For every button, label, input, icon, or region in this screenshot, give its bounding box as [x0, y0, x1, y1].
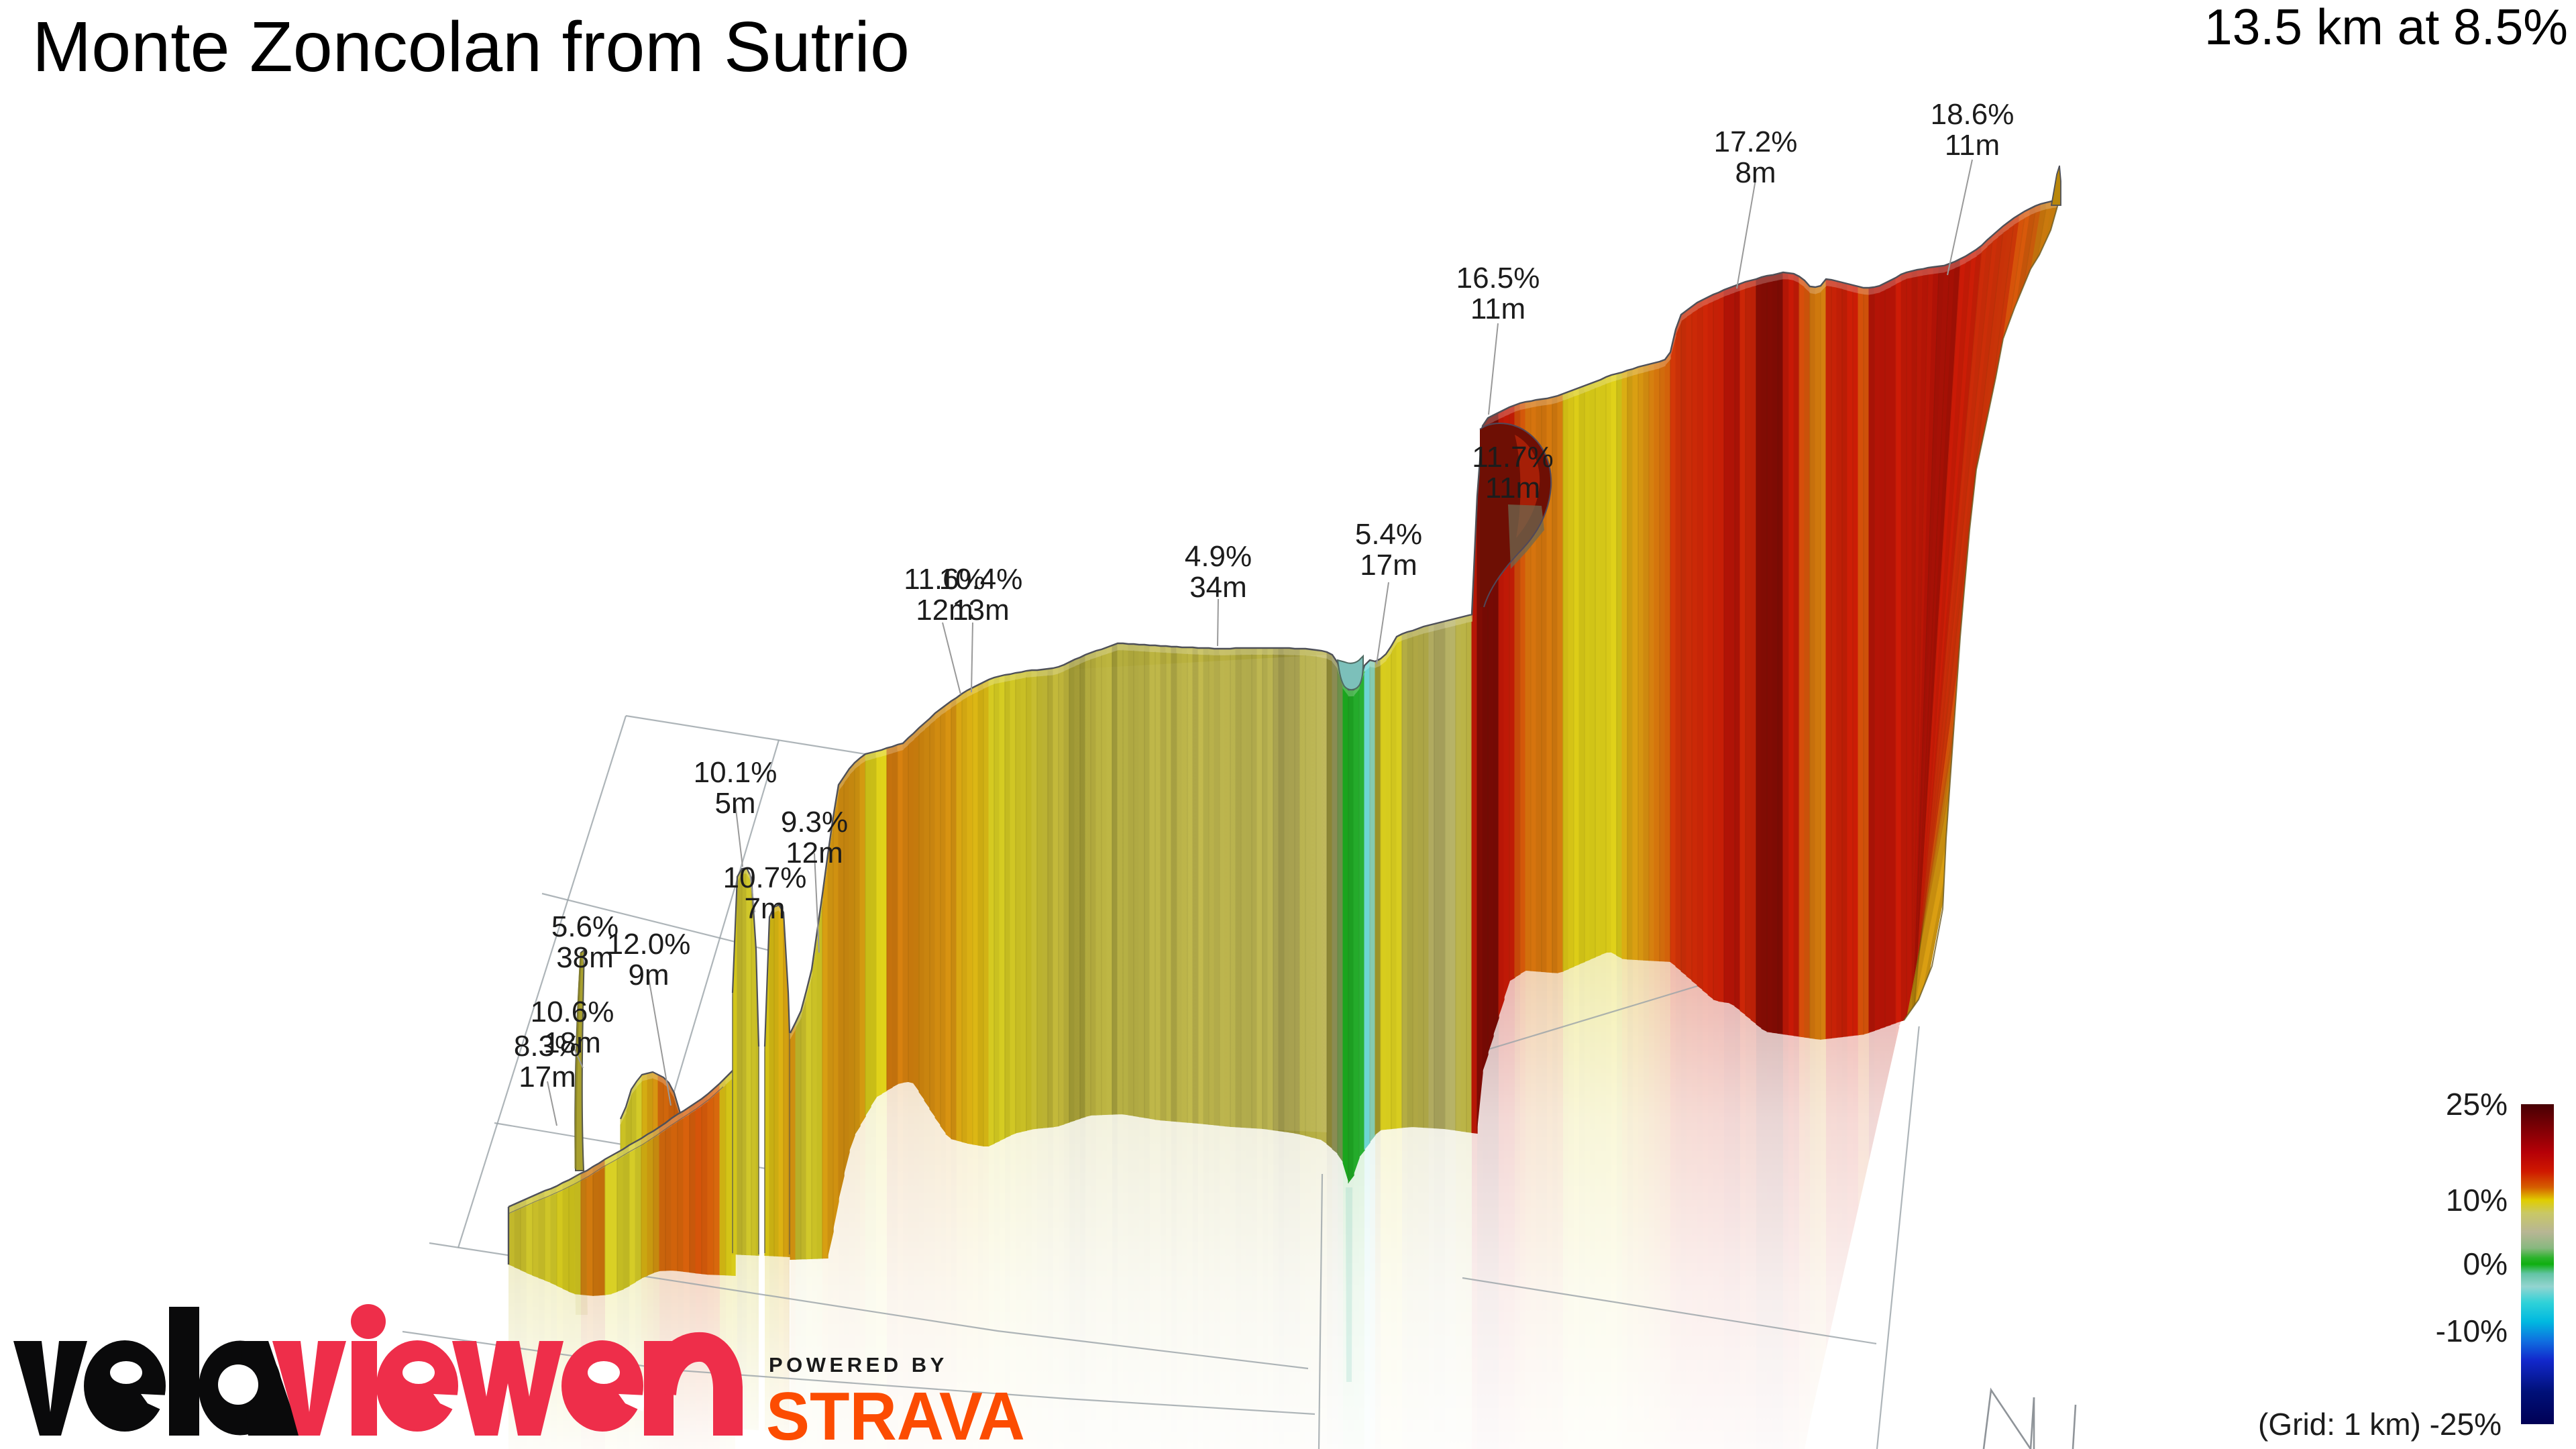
svg-text:STRAVA: STRAVA — [766, 1379, 1025, 1449]
svg-text:4.9%: 4.9% — [1185, 540, 1252, 573]
svg-text:38m: 38m — [556, 941, 614, 974]
svg-text:17.2%: 17.2% — [1714, 125, 1798, 158]
svg-text:5m: 5m — [714, 787, 755, 820]
svg-text:17m: 17m — [519, 1061, 576, 1093]
svg-text:10%: 10% — [2446, 1183, 2508, 1218]
svg-text:10.4%: 10.4% — [939, 563, 1023, 596]
svg-text:11.7%: 11.7% — [1472, 441, 1554, 474]
svg-text:-10%: -10% — [2436, 1313, 2508, 1348]
svg-text:5.6%: 5.6% — [551, 910, 619, 943]
svg-text:11m: 11m — [1470, 292, 1525, 325]
svg-text:11.6%: 11.6% — [904, 563, 985, 596]
svg-text:10.6%: 10.6% — [531, 996, 614, 1028]
svg-text:11m: 11m — [1485, 472, 1540, 504]
svg-text:9m: 9m — [628, 959, 669, 991]
svg-text:12m: 12m — [786, 837, 843, 869]
svg-text:0%: 0% — [2463, 1246, 2508, 1281]
svg-text:9.3%: 9.3% — [781, 806, 848, 839]
svg-text:5.4%: 5.4% — [1355, 518, 1422, 551]
svg-text:10.1%: 10.1% — [694, 756, 777, 789]
svg-text:8.3%: 8.3% — [514, 1030, 581, 1063]
svg-text:34m: 34m — [1189, 571, 1247, 604]
svg-text:(Grid: 1 km) -25%: (Grid: 1 km) -25% — [2258, 1407, 2502, 1442]
svg-text:7m: 7m — [744, 892, 785, 925]
svg-text:12m: 12m — [916, 594, 973, 627]
svg-text:13m: 13m — [952, 594, 1010, 627]
svg-text:10.7%: 10.7% — [723, 861, 807, 894]
svg-text:13.5 km at 8.5%: 13.5 km at 8.5% — [2204, 0, 2568, 55]
svg-text:8m: 8m — [1735, 156, 1776, 189]
svg-text:17m: 17m — [1360, 549, 1417, 582]
svg-text:18.6%: 18.6% — [1931, 98, 2015, 131]
svg-text:11m: 11m — [1945, 129, 2000, 162]
svg-text:POWERED BY: POWERED BY — [769, 1353, 948, 1377]
svg-text:18m: 18m — [543, 1026, 601, 1059]
svg-text:12.0%: 12.0% — [607, 928, 691, 961]
svg-text:25%: 25% — [2446, 1087, 2508, 1122]
svg-text:Monte Zoncolan from Sutrio: Monte Zoncolan from Sutrio — [32, 7, 910, 87]
svg-text:16.5%: 16.5% — [1456, 262, 1540, 294]
